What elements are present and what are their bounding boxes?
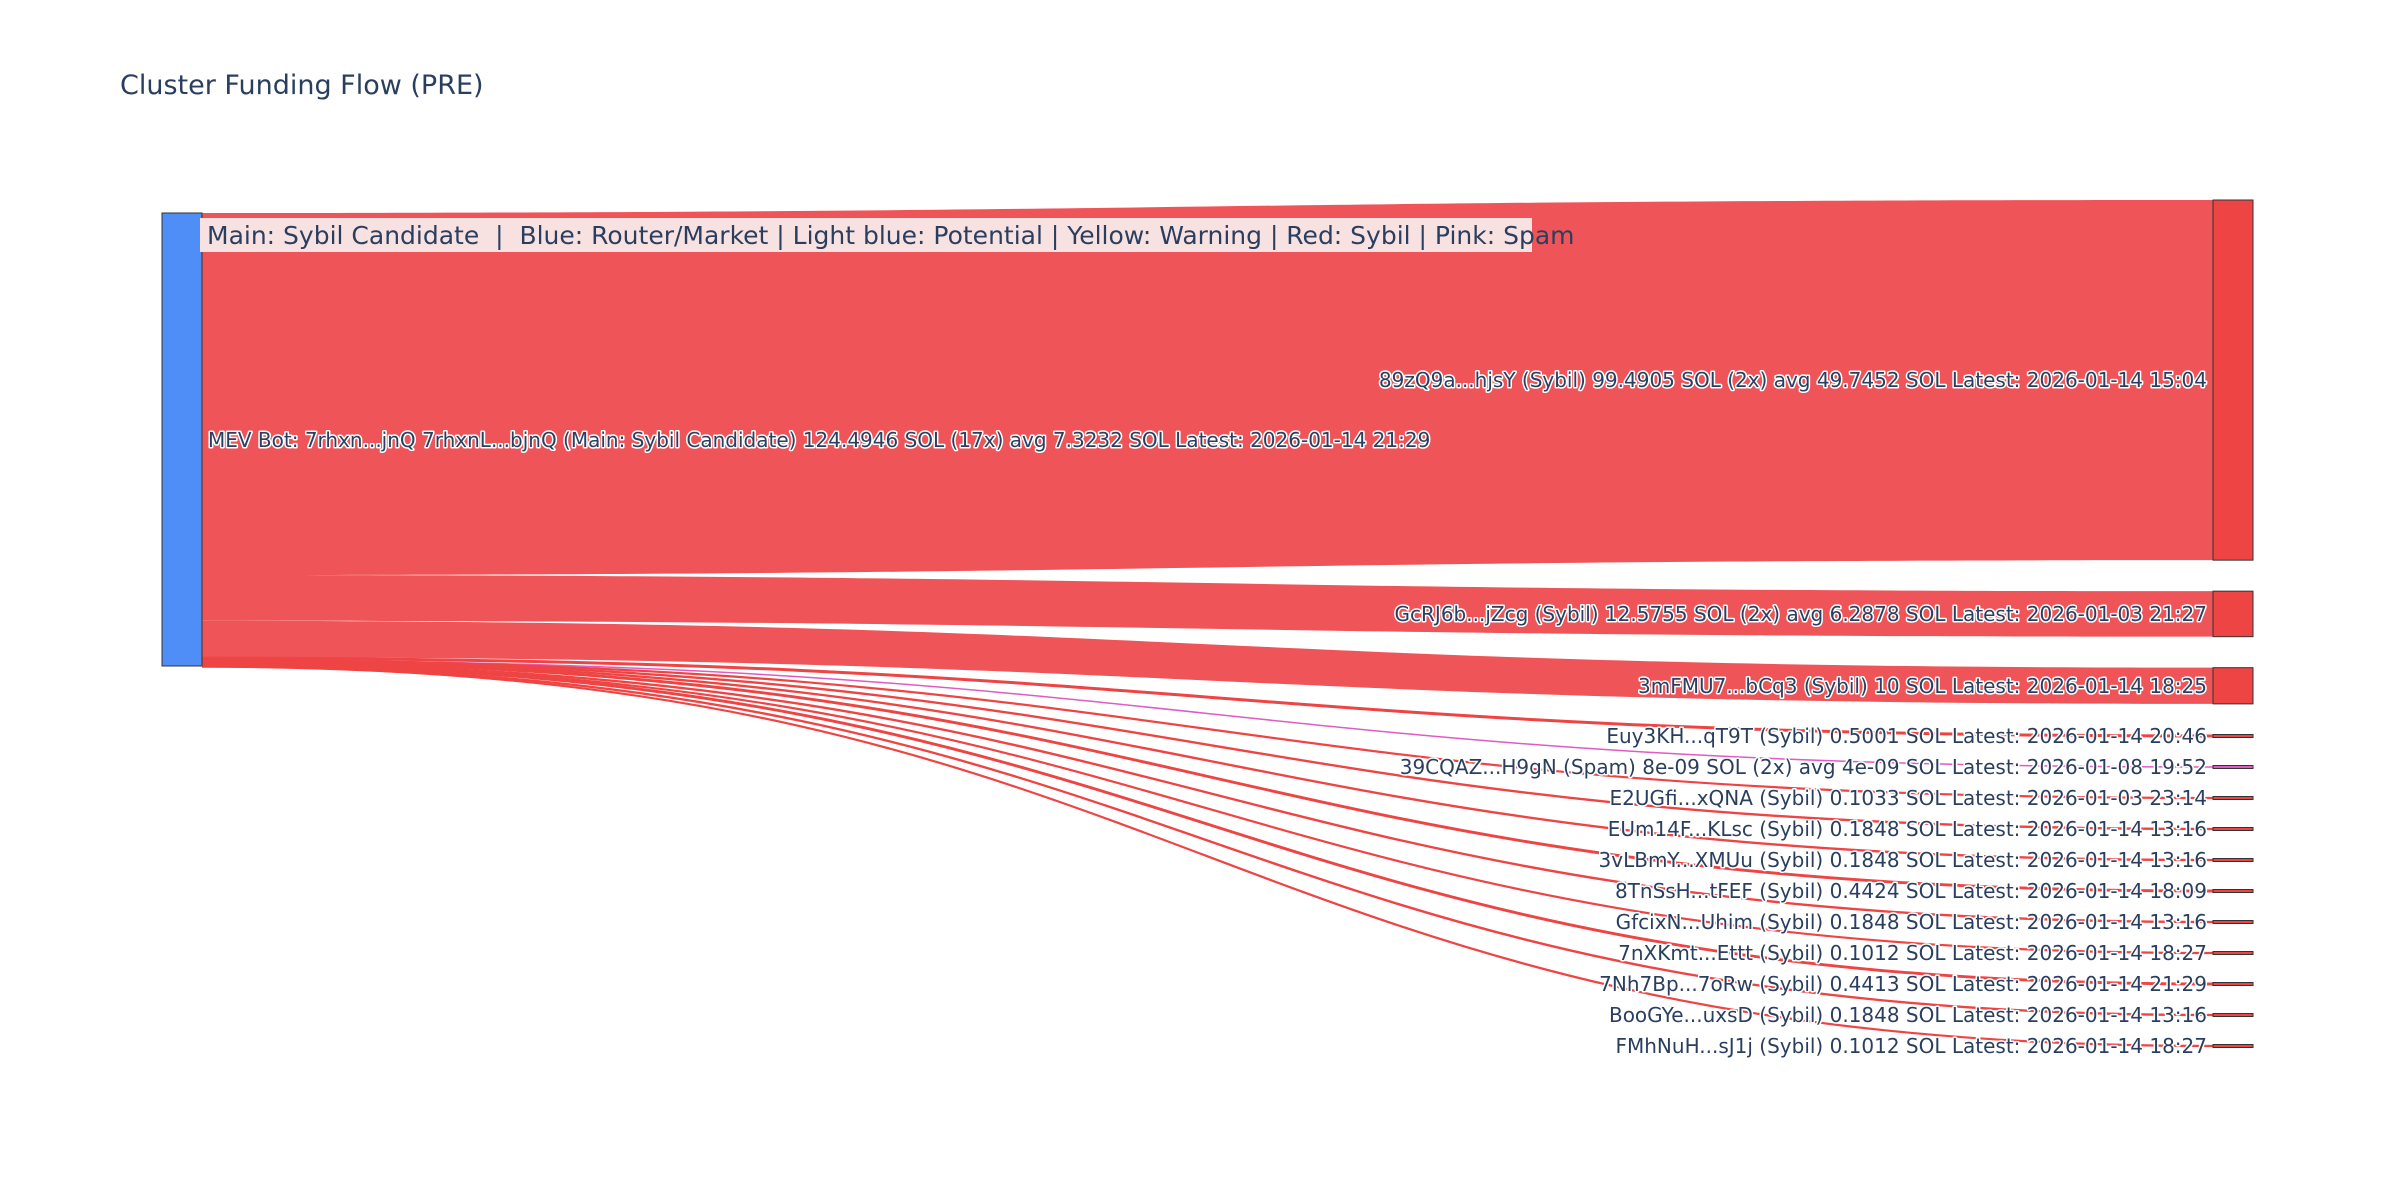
flow-link <box>202 575 2213 637</box>
flow-link <box>201 656 2214 738</box>
flow-link <box>201 659 2214 831</box>
target-node-label: E2UGfi...xQNA (Sybil) 0.1033 SOL Latest:… <box>1610 786 2207 810</box>
target-node[interactable] <box>2212 920 2254 924</box>
source-node-label: MEV Bot: 7rhxn...jnQ 7rhxnL...bjnQ (Main… <box>208 428 1430 452</box>
flow-link <box>201 659 2214 862</box>
target-node-label: EUm14F...KLsc (Sybil) 0.1848 SOL Latest:… <box>1608 817 2207 841</box>
target-node-label: 89zQ9a...hjsY (Sybil) 99.4905 SOL (2x) a… <box>1379 368 2207 392</box>
target-node[interactable] <box>2212 1044 2254 1048</box>
flow-link <box>201 660 2214 893</box>
nodes-layer <box>161 199 2254 1048</box>
flow-link <box>201 662 2214 955</box>
legend-note: Main: Sybil Candidate | Blue: Router/Mar… <box>200 218 1575 252</box>
flow-link <box>201 665 2214 1048</box>
target-node-label: 7Nh7Bp...7oRw (Sybil) 0.4413 SOL Latest:… <box>1599 972 2207 996</box>
target-node[interactable] <box>2212 765 2254 769</box>
target-node[interactable] <box>2212 951 2254 955</box>
flow-link <box>202 620 2213 704</box>
flow-link <box>201 662 2214 924</box>
target-node[interactable] <box>2212 982 2254 986</box>
target-node-label: Euy3KH...qT9T (Sybil) 0.5001 SOL Latest:… <box>1606 724 2207 748</box>
chart-title: Cluster Funding Flow (PRE) <box>120 70 484 101</box>
target-node-label: 3vLBmY...XMUu (Sybil) 0.1848 SOL Latest:… <box>1599 848 2207 872</box>
target-node[interactable] <box>2212 590 2254 638</box>
target-node[interactable] <box>2212 858 2254 862</box>
target-node[interactable] <box>2212 667 2254 705</box>
flow-link <box>201 662 2214 986</box>
legend-text: Main: Sybil Candidate | Blue: Router/Mar… <box>207 221 1575 250</box>
target-node[interactable] <box>2212 734 2254 738</box>
labels-layer: 89zQ9a...hjsY (Sybil) 99.4905 SOL (2x) a… <box>207 367 2209 1060</box>
target-node-label: 8TnSsH...tFEF (Sybil) 0.4424 SOL Latest:… <box>1615 879 2207 903</box>
target-node-label: 39CQAZ...H9gN (Spam) 8e-09 SOL (2x) avg … <box>1400 755 2207 779</box>
target-node[interactable] <box>2212 889 2254 893</box>
target-node-label: BooGYe...uxsD (Sybil) 0.1848 SOL Latest:… <box>1609 1003 2207 1027</box>
links-layer <box>201 200 2214 1048</box>
target-node-label: FMhNuH...sJ1j (Sybil) 0.1012 SOL Latest:… <box>1616 1034 2208 1058</box>
target-node-label: GfcixN...Uhim (Sybil) 0.1848 SOL Latest:… <box>1616 910 2207 934</box>
target-node-label: 7nXKmt...Ettt (Sybil) 0.1012 SOL Latest:… <box>1618 941 2207 965</box>
flow-link <box>201 658 2214 800</box>
flow-link <box>202 200 2213 576</box>
target-node[interactable] <box>2212 1013 2254 1017</box>
source-node[interactable] <box>161 212 203 667</box>
target-node[interactable] <box>2212 827 2254 831</box>
target-node-label: 3mFMU7...bCq3 (Sybil) 10 SOL Latest: 202… <box>1638 674 2207 698</box>
legend-background <box>200 218 1532 252</box>
flow-link <box>201 664 2214 1017</box>
target-node[interactable] <box>2212 796 2254 800</box>
flow-link <box>201 659 2214 768</box>
target-node[interactable] <box>2212 199 2254 561</box>
target-node-label: GcRJ6b...jZcg (Sybil) 12.5755 SOL (2x) a… <box>1395 602 2207 626</box>
